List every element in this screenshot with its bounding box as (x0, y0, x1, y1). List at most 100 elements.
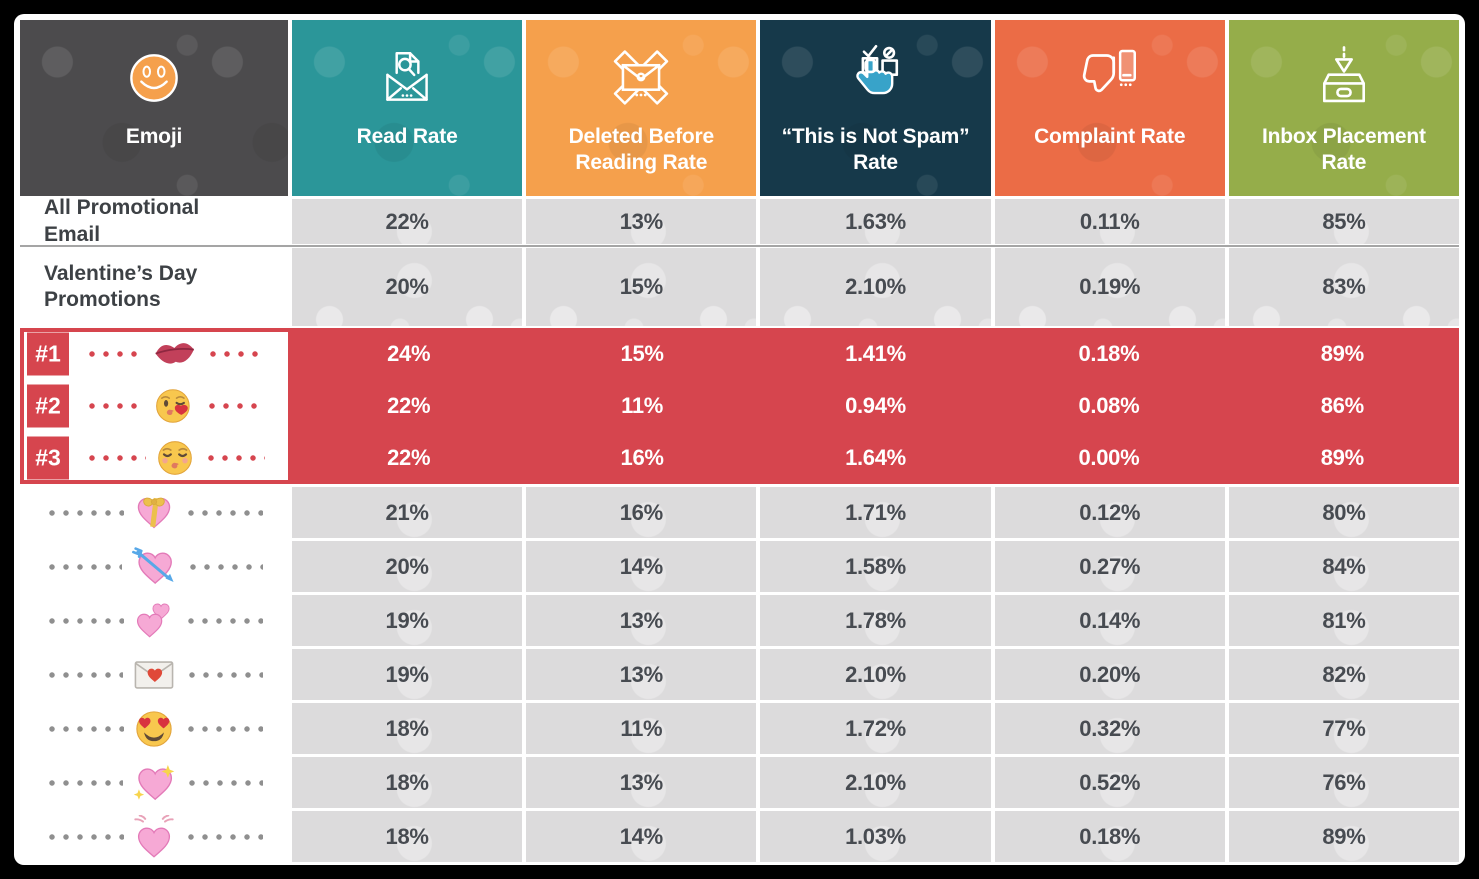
table-row: All Promotional Email 22% 13% 1.63% 0.11% 85% (20, 196, 1460, 246)
dotted-leader (184, 833, 263, 840)
table-cell: 20% (292, 541, 523, 592)
top3-highlight-block: #1 24% 15% 1.41% 0.18% 89% #2 22% 11% 0.94% 0.08% 8… (20, 328, 1459, 484)
row-label: Valentine’s Day Promotions (44, 261, 198, 311)
row-label: All Promotional Email (44, 196, 200, 246)
dotted-leader (85, 455, 146, 461)
highlighted-values-band: 22% 11% 0.94% 0.08% 86% (292, 380, 1459, 432)
two-hearts-emoji (133, 600, 175, 642)
table-cell: 22% (387, 393, 431, 418)
table-cell: 1.03% (760, 811, 991, 862)
dotted-leader (45, 725, 124, 732)
rank-badge: #1 (27, 332, 69, 376)
row-label-cell: #1 (20, 328, 288, 380)
column-header-thumbs-down-phone: Complaint Rate (994, 20, 1225, 196)
face-blowing-kiss-emoji (154, 385, 196, 427)
column-header-deleted-envelope: Deleted Before Reading Rate (526, 20, 757, 196)
row-label-cell (20, 541, 288, 592)
table-row: 18% 13% 2.10% 0.52% 76% (20, 757, 1460, 808)
row-label-cell (20, 595, 288, 646)
row-divider (20, 245, 1459, 247)
dotted-leader (45, 779, 123, 786)
smiley-icon (125, 32, 183, 124)
column-header-label: Emoji (125, 125, 183, 148)
dotted-leader (45, 563, 122, 570)
smiling-face-heart-eyes-emoji (133, 708, 175, 750)
dotted-leader (45, 833, 124, 840)
column-header-tap-not-spam: “This is Not Spam” Rate (760, 20, 991, 196)
table-cell: 21% (292, 487, 523, 538)
column-header-label: “This is Not Spam” Rate (781, 125, 970, 175)
table-cell: 2.10% (760, 248, 991, 326)
dotted-leader (184, 725, 263, 732)
table-cell: 86% (1320, 393, 1364, 418)
table-cell: 1.78% (760, 595, 991, 646)
deleted-envelope-icon (607, 32, 675, 124)
thumbs-down-phone-icon (1074, 32, 1146, 124)
table-cell: 0.52% (994, 757, 1225, 808)
rank-badge: #3 (27, 436, 69, 480)
kissing-face-closed-eyes-emoji (155, 437, 195, 479)
table-cell: 14% (526, 541, 757, 592)
table-cell: 0.12% (994, 487, 1225, 538)
table-cell: 16% (526, 487, 757, 538)
table-cell: 1.71% (760, 487, 991, 538)
table-cell: 0.08% (1078, 393, 1140, 418)
table-cell: 18% (292, 757, 523, 808)
table-header-row: Emoji Read Rate Deleted Before Reading Rat… (20, 20, 1460, 196)
dotted-leader (45, 671, 123, 678)
table-cell: 0.14% (994, 595, 1225, 646)
table-cell: 16% (620, 445, 664, 470)
table-body: All Promotional Email 22% 13% 1.63% 0.11% 85%… (20, 196, 1460, 862)
heart-with-arrow-emoji (131, 546, 177, 588)
sparkling-heart-emoji (132, 762, 176, 804)
envelope-magnifier-icon (374, 32, 440, 124)
highlighted-values-band: 24% 15% 1.41% 0.18% 89% (292, 328, 1459, 380)
table-cell: 18% (292, 811, 523, 862)
love-letter-emoji (132, 654, 176, 696)
row-label-cell: Valentine’s Day Promotions (20, 248, 288, 326)
table-cell: 89% (1320, 341, 1364, 366)
highlighted-values-band: 22% 16% 1.64% 0.00% 89% (292, 432, 1459, 484)
table-row: 18% 11% 1.72% 0.32% 77% (20, 703, 1460, 754)
row-label-cell (20, 649, 288, 700)
column-header-envelope-magnifier: Read Rate (292, 20, 523, 196)
table-cell: 18% (292, 703, 523, 754)
table-cell: 22% (387, 445, 431, 470)
table-cell: 0.27% (994, 541, 1225, 592)
row-label-cell (20, 703, 288, 754)
row-label-cell (20, 811, 288, 862)
column-header-label: Deleted Before Reading Rate (568, 125, 715, 175)
dotted-leader (185, 779, 263, 786)
rank-badge: #2 (27, 384, 69, 428)
table-cell: 11% (621, 393, 664, 418)
table-cell: 14% (526, 811, 757, 862)
table-cell: 1.58% (760, 541, 991, 592)
column-header-label: Inbox Placement Rate (1261, 125, 1426, 175)
dotted-leader (206, 351, 265, 357)
table-cell: 22% (292, 199, 523, 244)
table-cell: 81% (1228, 595, 1460, 646)
dotted-leader (204, 455, 265, 461)
table-cell: 0.94% (845, 393, 906, 418)
row-label-cell: #3 (20, 432, 288, 484)
table-row: #1 24% 15% 1.41% 0.18% 89% (20, 328, 1459, 380)
dotted-leader (185, 671, 263, 678)
table-cell: 0.11% (994, 199, 1225, 244)
table-cell: 13% (526, 757, 757, 808)
dotted-leader (205, 403, 265, 409)
dotted-leader (184, 617, 263, 624)
table-cell: 76% (1228, 757, 1460, 808)
table-cell: 20% (292, 248, 523, 326)
table-cell: 83% (1228, 248, 1460, 326)
table-cell: 0.19% (994, 248, 1225, 326)
table-cell: 19% (292, 595, 523, 646)
table-cell: 11% (526, 703, 757, 754)
row-label-cell (20, 757, 288, 808)
table-cell: 0.32% (994, 703, 1225, 754)
table-cell: 15% (620, 341, 664, 366)
column-header-smiley: Emoji (20, 20, 288, 196)
dotted-leader (45, 509, 124, 516)
table-cell: 13% (526, 595, 757, 646)
table-cell: 1.63% (760, 199, 991, 244)
table-cell: 15% (526, 248, 757, 326)
